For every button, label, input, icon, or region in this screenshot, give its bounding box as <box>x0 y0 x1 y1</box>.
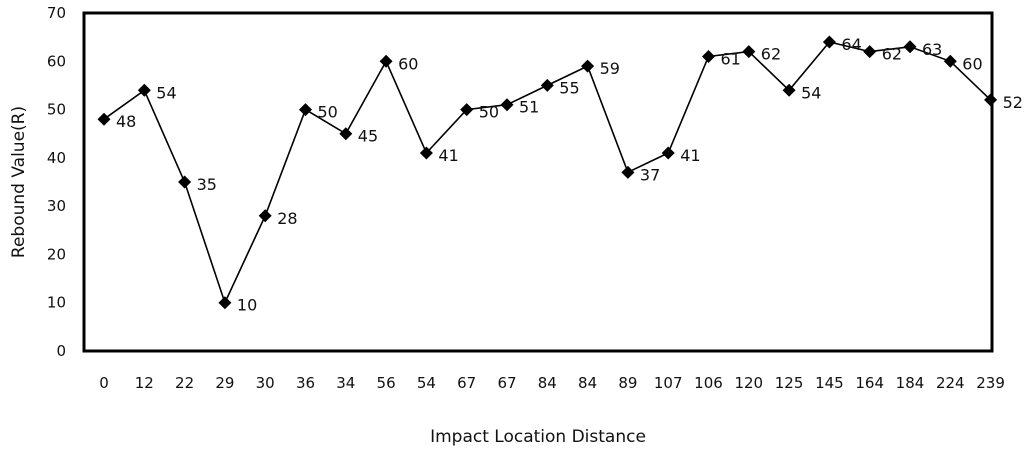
x-tick-label: 67 <box>457 374 476 392</box>
x-tick-label: 164 <box>855 374 884 392</box>
y-axis-ticks: 0 10 20 30 40 50 60 70 <box>47 4 66 360</box>
x-tick-label: 22 <box>175 374 194 392</box>
data-label: 55 <box>559 78 579 97</box>
x-tick-label: 184 <box>896 374 925 392</box>
x-tick-label: 54 <box>417 374 436 392</box>
data-label: 54 <box>801 83 821 102</box>
data-label: 63 <box>922 40 942 59</box>
data-label: 64 <box>841 35 861 54</box>
x-axis-title: Impact Location Distance <box>430 427 646 447</box>
x-tick-label: 56 <box>377 374 396 392</box>
x-tick-label: 34 <box>336 374 355 392</box>
y-tick-label: 60 <box>47 52 66 70</box>
x-axis-ticks: 0 12 22 29 30 36 34 56 54 67 67 84 84 89 107 106 120 125 1… <box>99 374 1005 392</box>
plot-frame <box>82 11 994 353</box>
y-tick-label: 70 <box>47 4 66 22</box>
data-label: 62 <box>882 45 902 64</box>
data-point-marker <box>379 54 393 68</box>
data-label: 60 <box>398 54 418 73</box>
data-point-marker <box>339 127 353 141</box>
data-point-marker <box>621 165 635 179</box>
data-point-marker <box>178 175 192 189</box>
data-point-marker <box>97 112 111 126</box>
y-axis-title: Rebound Value(R) <box>9 106 29 258</box>
data-label: 35 <box>197 175 217 194</box>
x-tick-label: 0 <box>99 374 109 392</box>
data-label: 59 <box>600 59 620 78</box>
y-tick-label: 30 <box>47 197 66 215</box>
x-tick-label: 12 <box>135 374 154 392</box>
data-point-marker <box>460 103 474 117</box>
x-tick-label: 36 <box>296 374 315 392</box>
data-label: 37 <box>640 165 660 184</box>
data-label: 41 <box>438 146 458 165</box>
data-label: 62 <box>761 45 781 64</box>
x-tick-label: 120 <box>734 374 763 392</box>
data-label: 48 <box>116 112 136 131</box>
data-point-marker <box>299 103 312 117</box>
data-label: 41 <box>680 146 700 165</box>
data-label: 51 <box>519 98 539 117</box>
y-tick-label: 20 <box>47 245 66 263</box>
data-label: 61 <box>721 49 741 68</box>
data-label: 50 <box>318 103 338 122</box>
data-point-marker <box>137 83 151 97</box>
data-point-marker <box>540 78 554 92</box>
data-label: 60 <box>962 54 982 73</box>
y-tick-label: 50 <box>47 101 66 119</box>
data-point-marker <box>863 45 877 59</box>
data-point-marker <box>742 45 756 59</box>
data-point-marker <box>258 209 272 223</box>
data-label: 28 <box>277 209 297 228</box>
x-tick-label: 145 <box>815 374 844 392</box>
data-label: 10 <box>237 296 257 315</box>
y-tick-label: 10 <box>47 294 66 312</box>
data-point-marker <box>943 54 957 68</box>
data-point-marker <box>500 98 514 112</box>
x-tick-label: 30 <box>256 374 275 392</box>
y-tick-label: 40 <box>47 149 66 167</box>
x-tick-label: 239 <box>976 374 1005 392</box>
data-point-marker <box>782 83 796 97</box>
x-tick-label: 67 <box>497 374 516 392</box>
x-tick-label: 125 <box>775 374 804 392</box>
data-point-marker <box>984 93 998 107</box>
data-point-marker <box>822 35 836 49</box>
x-tick-label: 84 <box>578 374 597 392</box>
data-label: 54 <box>156 83 176 102</box>
y-tick-label: 0 <box>56 342 66 360</box>
data-point-marker <box>581 59 595 73</box>
x-tick-label: 224 <box>936 374 965 392</box>
x-tick-label: 89 <box>618 374 637 392</box>
data-label: 45 <box>358 127 378 146</box>
data-point-marker <box>218 296 232 310</box>
data-labels: 48 54 35 10 28 50 45 60 41 50 51 55 59 37 41 61 62 54 64 62… <box>116 35 1023 315</box>
x-tick-label: 84 <box>538 374 557 392</box>
data-point-marker <box>661 146 675 160</box>
data-point-marker <box>903 40 917 54</box>
data-label: 52 <box>1003 93 1023 112</box>
x-tick-label: 106 <box>694 374 723 392</box>
x-tick-label: 107 <box>654 374 683 392</box>
data-point-marker <box>702 49 715 63</box>
series-markers <box>97 35 998 310</box>
data-label: 50 <box>479 103 499 122</box>
x-tick-label: 29 <box>215 374 234 392</box>
data-point-marker <box>419 146 433 160</box>
